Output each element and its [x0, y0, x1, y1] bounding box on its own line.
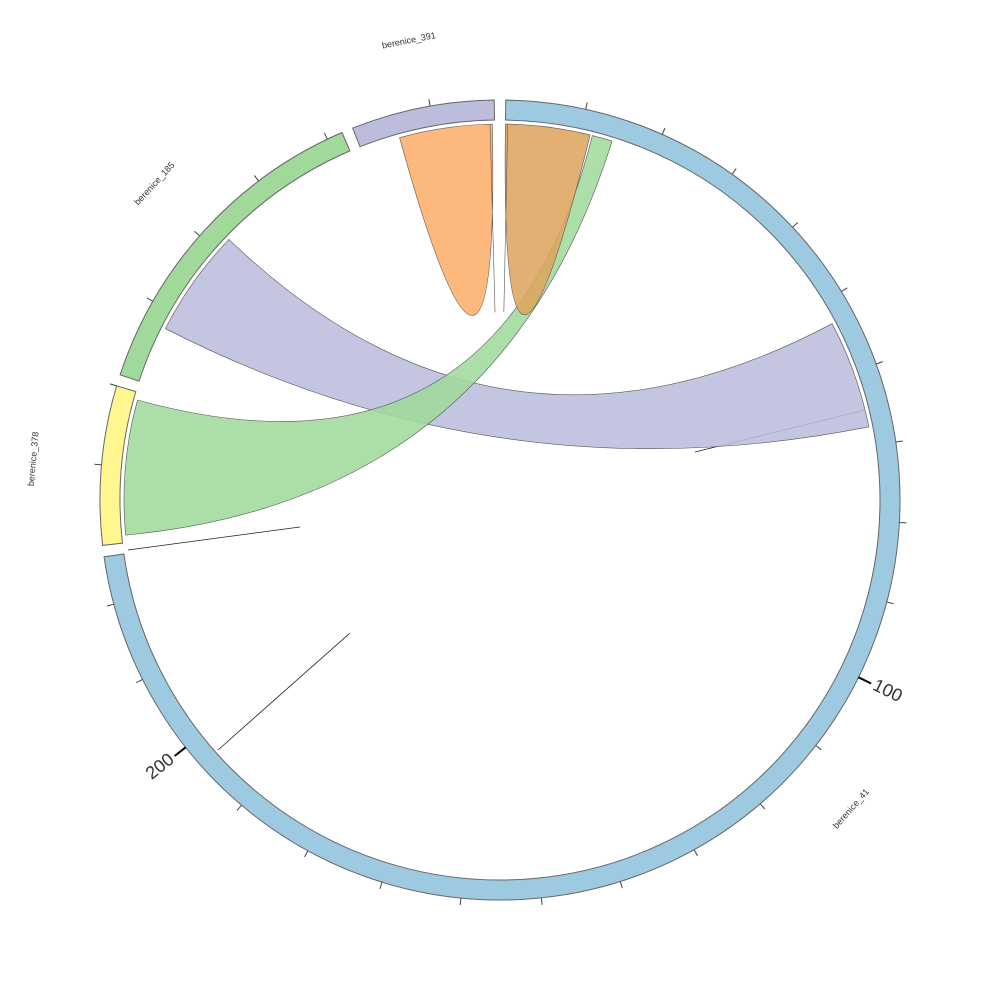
tick-mark	[693, 849, 698, 857]
tick-label: 100	[870, 675, 906, 706]
link-ribbon	[123, 135, 613, 536]
tick-mark	[194, 230, 200, 237]
thin-link	[217, 632, 351, 751]
major-tick	[858, 676, 872, 685]
tick-mark	[94, 463, 102, 466]
segment-label: berenice_391	[381, 30, 436, 50]
tick-mark	[236, 804, 242, 811]
segment-arc	[103, 99, 901, 901]
tick-mark	[323, 132, 328, 140]
tick-mark	[428, 99, 431, 107]
link-ribbon	[164, 238, 870, 449]
tick-mark	[895, 440, 903, 443]
segment-label: berenice_185	[132, 160, 176, 207]
segment-arc	[119, 131, 351, 382]
tick-label: 200	[142, 749, 178, 783]
tick-mark	[619, 881, 623, 889]
tick-mark	[661, 127, 666, 135]
segment-arc	[99, 385, 137, 546]
link-ribbon	[399, 123, 496, 316]
segment-label: berenice_378	[26, 431, 41, 486]
tick-mark	[106, 603, 114, 607]
link-ribbon	[503, 123, 591, 316]
tick-mark	[379, 882, 383, 890]
tick-mark	[731, 168, 737, 175]
tick-mark	[875, 361, 883, 365]
tick-mark	[109, 383, 117, 387]
tick-mark	[841, 287, 848, 292]
tick-mark	[815, 745, 822, 751]
tick-mark	[136, 678, 143, 683]
segment-label: berenice_41	[831, 787, 871, 831]
tick-mark	[459, 898, 462, 906]
thin-link	[127, 526, 301, 551]
segment-arc	[352, 99, 496, 148]
links	[123, 123, 870, 536]
tick-mark	[759, 803, 766, 810]
tick-mark	[792, 222, 799, 228]
tick-mark	[540, 897, 543, 905]
tick-mark	[253, 175, 259, 182]
major-tick	[174, 746, 187, 757]
tick-mark	[304, 850, 309, 858]
tick-mark	[146, 297, 154, 302]
tick-mark	[886, 601, 894, 605]
tick-mark	[585, 102, 588, 110]
